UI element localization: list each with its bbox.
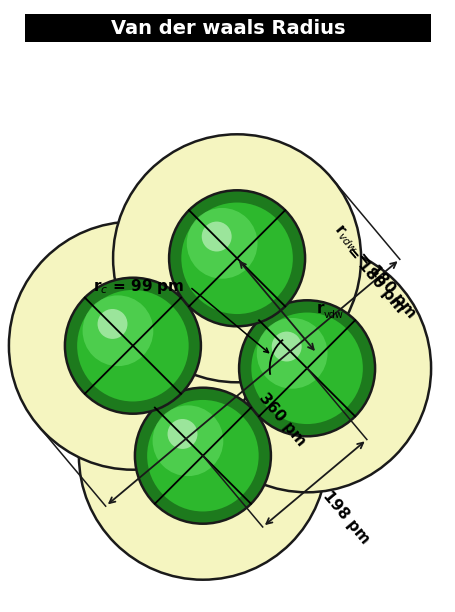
Text: = 180 pm: = 180 pm — [339, 240, 406, 316]
Circle shape — [238, 300, 374, 436]
Bar — [25, 14, 430, 42]
Circle shape — [147, 400, 258, 512]
Circle shape — [79, 332, 326, 580]
Circle shape — [77, 290, 188, 401]
Text: 198 pm: 198 pm — [319, 488, 371, 547]
Circle shape — [82, 296, 153, 366]
Circle shape — [187, 208, 257, 278]
Text: r$_c$ = 99 pm: r$_c$ = 99 pm — [93, 277, 184, 296]
Circle shape — [183, 244, 430, 492]
Circle shape — [271, 332, 301, 362]
Text: r: r — [316, 301, 324, 316]
Circle shape — [152, 405, 223, 476]
Circle shape — [169, 190, 304, 326]
Circle shape — [251, 313, 362, 424]
Circle shape — [201, 222, 231, 252]
Circle shape — [256, 318, 327, 389]
Circle shape — [167, 419, 197, 449]
Text: r$_{vdw}$ = 180 pm: r$_{vdw}$ = 180 pm — [329, 220, 420, 323]
Circle shape — [65, 278, 201, 414]
Circle shape — [9, 222, 256, 469]
Text: vdw: vdw — [323, 310, 343, 320]
Text: Van der waals Radius: Van der waals Radius — [111, 18, 344, 37]
Text: 360 pm: 360 pm — [255, 390, 308, 449]
Circle shape — [135, 388, 270, 524]
Circle shape — [113, 134, 360, 382]
Circle shape — [97, 309, 127, 339]
Circle shape — [181, 203, 292, 314]
